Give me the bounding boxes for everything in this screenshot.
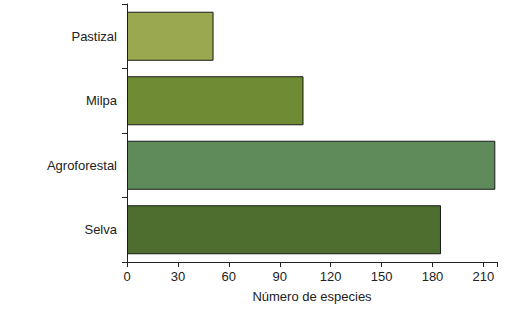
svg-text:60: 60 — [222, 269, 236, 284]
svg-text:90: 90 — [273, 269, 287, 284]
svg-text:120: 120 — [320, 269, 342, 284]
svg-text:Número de especies: Número de especies — [252, 289, 372, 304]
svg-text:210: 210 — [473, 269, 495, 284]
svg-text:Selva: Selva — [84, 222, 117, 237]
svg-text:150: 150 — [371, 269, 393, 284]
svg-text:180: 180 — [422, 269, 444, 284]
svg-text:0: 0 — [123, 269, 130, 284]
svg-text:Agroforestal: Agroforestal — [47, 158, 117, 173]
svg-text:Pastizal: Pastizal — [71, 29, 117, 44]
svg-text:Milpa: Milpa — [86, 93, 118, 108]
svg-text:30: 30 — [171, 269, 185, 284]
